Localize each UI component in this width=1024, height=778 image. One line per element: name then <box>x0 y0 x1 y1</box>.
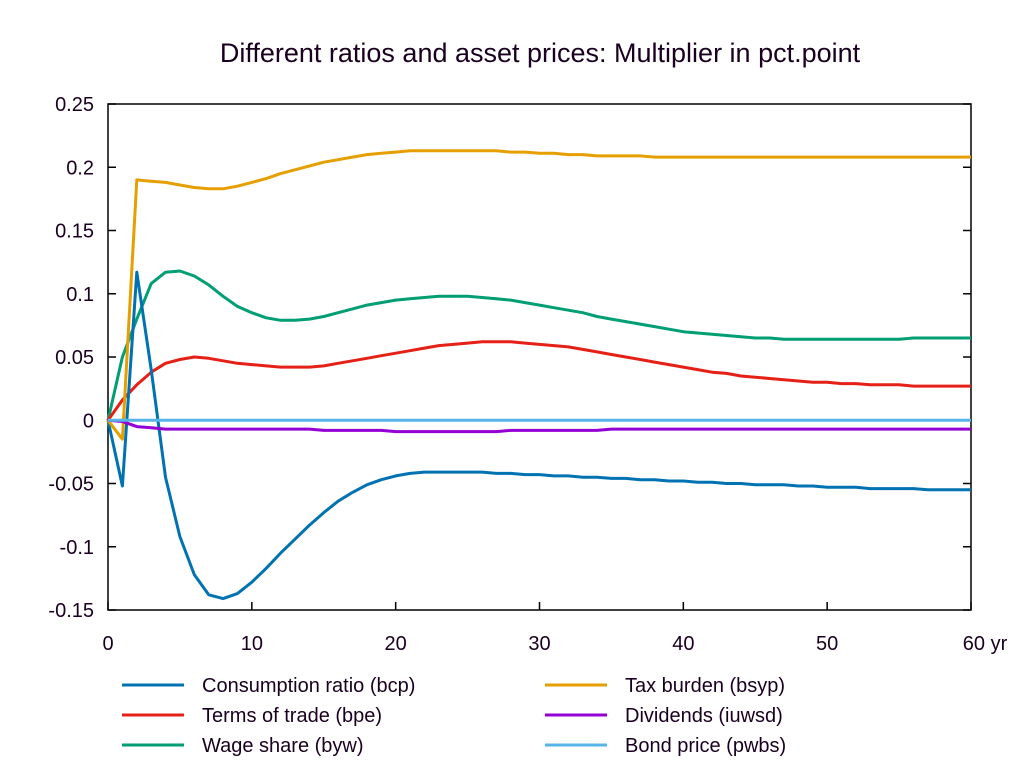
chart-title: Different ratios and asset prices: Multi… <box>220 38 861 68</box>
y-tick-label: -0.05 <box>48 474 94 496</box>
y-tick-label: 0.1 <box>66 284 94 306</box>
series-line-terms-of-trade-bpe <box>106 340 971 422</box>
x-tick-label: 40 <box>672 633 694 655</box>
legend-label: Terms of trade (bpe) <box>202 705 382 727</box>
series-line-wage-share-byw <box>106 269 971 421</box>
y-tick-label: 0.2 <box>66 157 94 179</box>
series-line-dividends-iuwsd <box>107 418 971 434</box>
legend: Consumption ratio (bcp) Terms of trade (b… <box>122 675 786 757</box>
series-line-tax-burden-bsyp <box>106 149 971 441</box>
y-tick-label: 0.15 <box>55 221 94 243</box>
series-line-consumption-ratio-bcp <box>106 270 971 601</box>
legend-label: Dividends (iuwsd) <box>625 705 783 727</box>
legend-label: Bond price (pwbs) <box>625 735 786 757</box>
legend-label: Consumption ratio (bcp) <box>202 675 415 697</box>
plot-frame <box>107 103 972 611</box>
x-tick-label: 60 yr <box>963 633 1008 655</box>
x-tick-label: 10 <box>241 633 263 655</box>
y-tick-label: 0.05 <box>55 347 94 369</box>
y-tick-label: 0.25 <box>55 94 94 116</box>
x-tick-label: 20 <box>385 633 407 655</box>
x-tick-label: 30 <box>528 633 550 655</box>
legend-label: Tax burden (bsyp) <box>625 675 785 697</box>
y-tick-label: 0 <box>83 410 94 432</box>
y-tick-label: -0.15 <box>48 600 94 622</box>
legend-label: Wage share (byw) <box>202 735 364 757</box>
y-tick-label: -0.1 <box>60 537 94 559</box>
x-tick-label: 0 <box>102 633 113 655</box>
x-tick-label: 50 <box>816 633 838 655</box>
series-layer <box>106 149 971 601</box>
